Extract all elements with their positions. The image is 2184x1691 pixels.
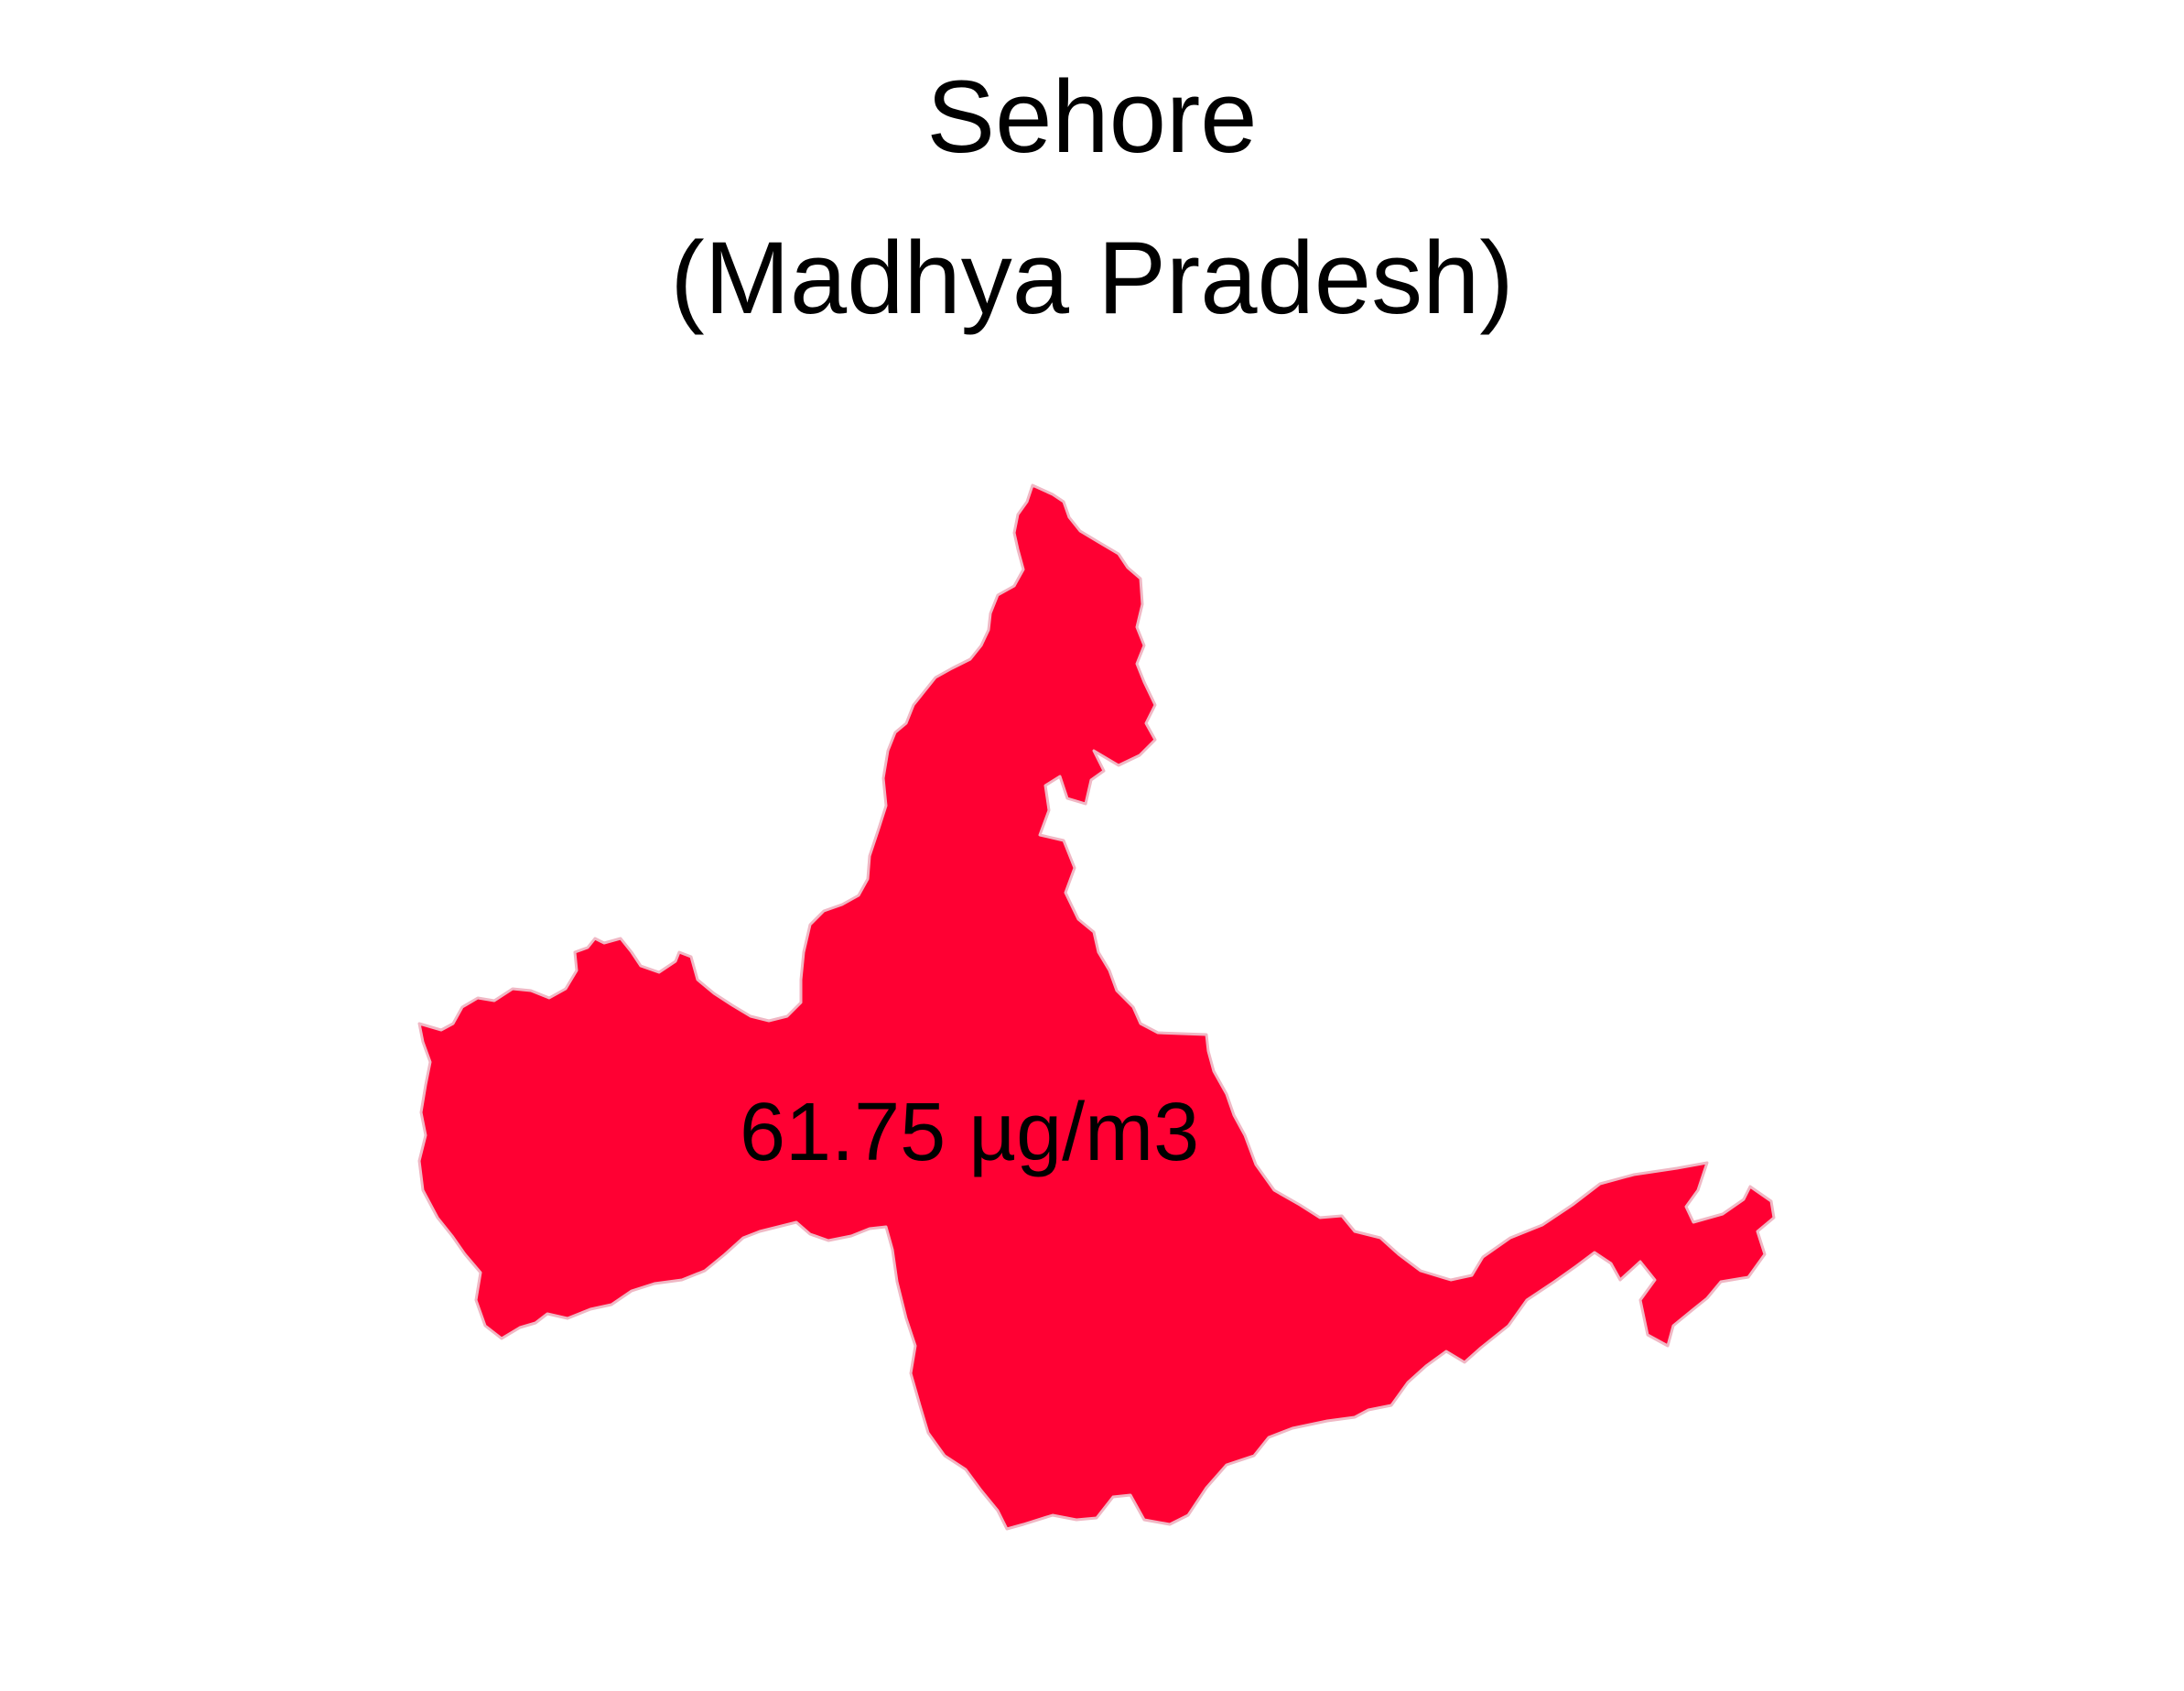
- district-value-label: 61.75 µg/m3: [740, 1087, 1200, 1178]
- district-boundary-sehore: [417, 483, 1776, 1531]
- map-title: Sehore: [926, 60, 1258, 174]
- map-subtitle: (Madhya Pradesh): [670, 221, 1514, 335]
